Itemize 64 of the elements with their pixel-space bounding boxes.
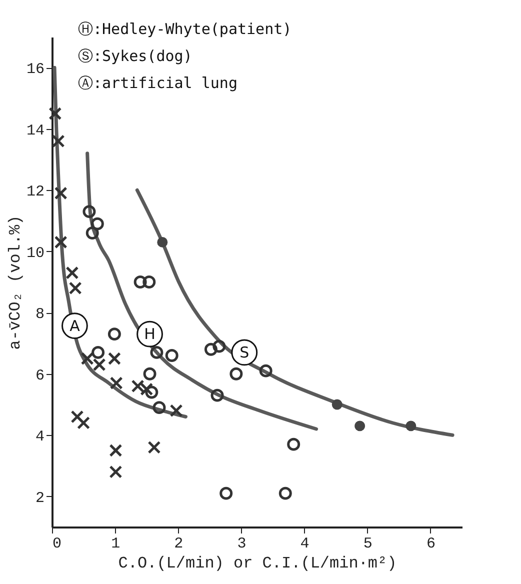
point <box>165 349 178 362</box>
point <box>110 376 123 390</box>
x-tick-label: 2 <box>174 536 184 552</box>
y-tick-label: 8 <box>35 306 44 324</box>
x-tick-label: 4 <box>300 536 310 552</box>
x-tick-label: 0 <box>52 536 62 552</box>
x-tick-label: 5 <box>363 536 372 552</box>
point <box>77 416 90 430</box>
point <box>134 276 147 288</box>
annotation: A <box>70 316 81 335</box>
point <box>145 386 158 399</box>
y-axis-title: a-v̄CO₂ (vol.%) <box>6 215 24 350</box>
point <box>170 404 183 418</box>
point <box>108 352 121 366</box>
point <box>143 367 156 380</box>
y-tick-label: 6 <box>35 367 44 384</box>
x-tick-label: 1 <box>111 536 120 552</box>
y-tick-label: 12 <box>26 184 44 201</box>
point <box>52 134 65 148</box>
point <box>212 340 226 353</box>
point <box>109 444 122 457</box>
x-tick-label: 6 <box>426 536 436 552</box>
point <box>230 367 243 380</box>
point <box>68 282 82 295</box>
point <box>142 276 156 288</box>
y-tick-label: 14 <box>26 122 44 140</box>
point <box>109 465 122 478</box>
point <box>278 486 292 500</box>
x-axis-title: C.O.(L/min) or C.I.(L/min·m²) <box>118 554 397 572</box>
annotation: Ⓢ:Sykes(dog) <box>78 47 192 65</box>
point <box>54 186 68 200</box>
point <box>354 420 366 432</box>
point <box>108 328 121 341</box>
point <box>86 226 99 240</box>
point <box>90 217 104 230</box>
x-tick-label: 3 <box>237 536 246 552</box>
point <box>210 388 224 402</box>
point <box>80 352 94 366</box>
point <box>287 438 300 451</box>
point <box>406 420 416 432</box>
annotation: Ⓐ:artificial lung <box>78 74 238 92</box>
point <box>220 486 233 500</box>
point <box>66 266 79 280</box>
point <box>157 236 168 248</box>
point <box>92 358 106 372</box>
annotation: Ⓗ:Hedley-Whyte(patient) <box>78 20 292 38</box>
y-tick-label: 2 <box>35 490 44 507</box>
point <box>148 440 161 454</box>
point <box>54 236 68 249</box>
annotation: S <box>240 343 250 362</box>
y-tick-label: 4 <box>35 428 44 446</box>
point <box>70 410 84 424</box>
point <box>92 346 105 359</box>
point <box>150 346 164 359</box>
point <box>48 107 62 120</box>
point <box>82 205 96 218</box>
point <box>332 399 342 410</box>
point <box>204 342 218 356</box>
point <box>259 364 272 378</box>
line-series <box>135 188 454 437</box>
y-tick-label: 16 <box>26 61 44 78</box>
annotation: H <box>144 325 156 344</box>
y-tick-label: 10 <box>26 244 44 262</box>
point <box>152 401 166 414</box>
